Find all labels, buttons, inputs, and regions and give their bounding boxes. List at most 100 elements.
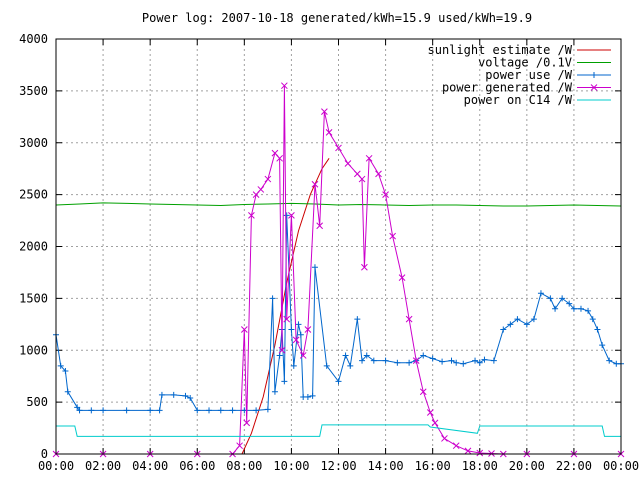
data-point: [419, 388, 427, 396]
data-point: [476, 449, 484, 457]
series-line: [56, 424, 621, 437]
data-point: [229, 407, 236, 414]
data-point: [316, 222, 324, 230]
data-point: [452, 442, 460, 450]
legend-label: sunlight estimate /W: [428, 43, 573, 57]
data-point: [464, 447, 472, 455]
data-point: [335, 144, 342, 152]
data-point: [257, 186, 265, 193]
data-point: [523, 321, 530, 328]
data-point: [476, 359, 483, 366]
data-point: [325, 129, 333, 136]
data-point: [354, 316, 361, 323]
data-point: [585, 307, 592, 314]
x-tick-label: 18:00: [462, 459, 498, 473]
x-tick-label: 06:00: [179, 459, 215, 473]
chart-title: Power log: 2007-10-18 generated/kWh=15.9…: [142, 11, 532, 25]
data-point: [295, 321, 302, 328]
data-point: [363, 352, 370, 359]
data-point: [57, 362, 64, 369]
y-tick-label: 3000: [19, 136, 48, 150]
grid: [56, 39, 621, 454]
data-point: [187, 394, 194, 401]
legend-marker: [591, 72, 597, 78]
data-point: [594, 326, 601, 333]
data-point: [500, 326, 507, 333]
data-point: [194, 407, 201, 414]
data-point: [288, 212, 295, 219]
data-point: [429, 355, 436, 362]
data-point: [269, 295, 276, 302]
data-point: [412, 357, 420, 364]
data-point: [514, 316, 521, 323]
data-point: [606, 357, 613, 364]
data-point: [170, 391, 177, 398]
data-point: [460, 360, 467, 367]
x-tick-label: 00:00: [603, 459, 639, 473]
data-point: [283, 212, 290, 219]
data-point: [248, 212, 255, 219]
data-point: [288, 326, 295, 333]
data-point: [243, 419, 251, 427]
data-point: [283, 315, 291, 323]
data-point: [276, 352, 283, 359]
data-point: [123, 407, 130, 414]
data-point: [365, 154, 373, 162]
data-point: [264, 406, 271, 413]
x-tick-label: 20:00: [509, 459, 545, 473]
data-point: [599, 342, 606, 349]
data-point: [441, 435, 448, 442]
y-tick-label: 2500: [19, 188, 48, 202]
data-point: [323, 362, 330, 369]
data-point: [304, 393, 311, 400]
x-tick-label: 10:00: [273, 459, 309, 473]
y-tick-label: 2000: [19, 240, 48, 254]
data-point: [147, 407, 154, 414]
data-point: [335, 378, 342, 385]
data-point: [589, 316, 596, 323]
y-tick-label: 1000: [19, 343, 48, 357]
data-point: [359, 357, 366, 364]
data-point: [488, 450, 495, 457]
data-point: [481, 356, 488, 363]
legend-label: voltage /0.1V: [478, 56, 572, 70]
y-tick-label: 1500: [19, 291, 48, 305]
data-point: [64, 388, 71, 395]
data-point: [370, 357, 377, 364]
data-point: [158, 391, 165, 398]
data-point: [271, 388, 278, 395]
data-point: [236, 442, 243, 450]
x-tick-label: 12:00: [320, 459, 356, 473]
data-point: [439, 358, 446, 365]
data-point: [304, 326, 312, 333]
series-5: [56, 424, 621, 437]
data-point: [342, 352, 349, 359]
y-tick-label: 0: [41, 447, 48, 461]
data-point: [361, 263, 368, 271]
data-point: [566, 300, 573, 307]
data-point: [426, 409, 434, 416]
data-point: [264, 175, 272, 183]
data-point: [577, 305, 584, 312]
y-tick-label: 3500: [19, 84, 48, 98]
data-point: [217, 407, 224, 414]
data-point: [552, 305, 559, 312]
data-point: [406, 359, 413, 366]
data-point: [358, 175, 366, 183]
data-point: [281, 378, 288, 385]
x-tick-label: 08:00: [226, 459, 262, 473]
data-point: [420, 352, 427, 359]
data-point: [156, 407, 163, 414]
data-point: [507, 321, 514, 328]
x-axis: 00:00 02:00 04:00 06:00 08:00 10:00 12:00 14:00…: [38, 39, 639, 473]
data-point: [490, 357, 497, 364]
series-3: [53, 212, 624, 414]
data-point: [347, 362, 354, 369]
data-point: [559, 295, 566, 302]
data-point: [182, 392, 189, 399]
data-point: [537, 290, 544, 297]
y-tick-label: 4000: [19, 32, 48, 46]
data-point: [76, 407, 83, 414]
legend-label: power on C14 /W: [464, 93, 573, 107]
